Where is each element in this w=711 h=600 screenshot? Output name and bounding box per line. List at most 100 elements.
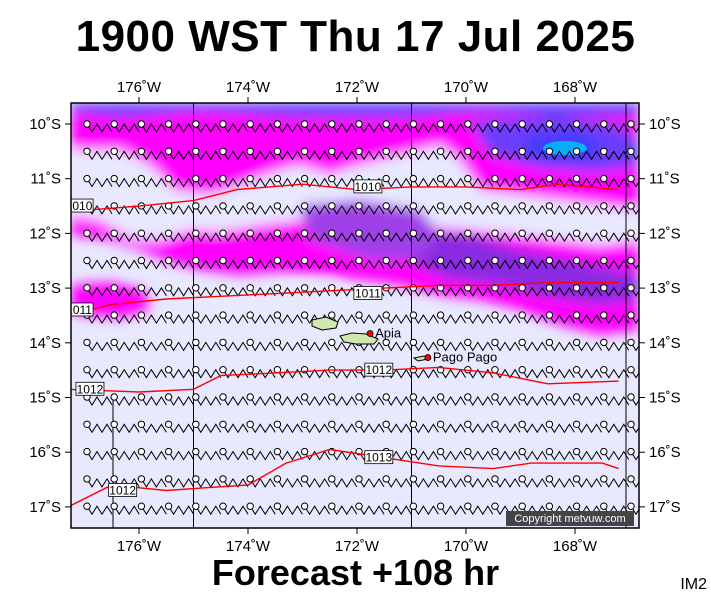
wind-barb	[192, 120, 222, 133]
lat-tick-label-left: 15˚S	[29, 390, 61, 407]
wind-barb	[246, 502, 276, 516]
wind-barb	[219, 174, 249, 188]
wind-barb	[600, 420, 630, 434]
wind-barb	[246, 229, 276, 243]
wind-barb	[219, 447, 249, 461]
lon-tick-label-top: 170˚W	[444, 79, 489, 96]
wind-barb	[572, 475, 603, 488]
isobar-value: 1011	[66, 303, 92, 317]
wind-barb	[409, 338, 439, 352]
wind-barb	[110, 147, 140, 161]
wind-barb	[83, 256, 113, 270]
wind-barb	[300, 502, 331, 516]
lat-tick-label-left: 12˚S	[29, 225, 61, 242]
map-frame	[70, 102, 640, 529]
copyright-text: Copyright metvuw.com	[514, 513, 625, 525]
wind-barb	[83, 475, 113, 488]
wind-barb	[464, 147, 494, 161]
wind-barb	[627, 366, 639, 379]
wind-barb	[464, 229, 494, 243]
wind-barb	[436, 202, 467, 215]
wind-barb	[110, 174, 140, 188]
wind-barb	[219, 338, 249, 352]
wind-barb	[491, 256, 521, 270]
place-layer: Apia Pago Pago	[366, 326, 497, 365]
wind-barb	[110, 338, 140, 352]
wind-barb	[192, 420, 222, 434]
wind-barb	[382, 502, 412, 516]
wind-barb	[600, 475, 630, 488]
wind-barb	[83, 338, 113, 352]
wind-barb	[518, 447, 548, 461]
wind-barb	[627, 311, 639, 325]
isobar-label: 1011	[353, 286, 383, 301]
copyright-box: Copyright metvuw.com	[506, 511, 634, 526]
wind-barb	[192, 256, 222, 270]
lat-tick-label-right: 17˚S	[649, 499, 681, 516]
lat-tick-label-right: 15˚S	[649, 390, 681, 407]
wind-barb	[627, 202, 639, 215]
place-dot	[424, 354, 432, 361]
wind-barb	[572, 447, 603, 461]
wind-barb	[137, 366, 167, 379]
wind-barb	[328, 229, 358, 243]
wind-barb	[164, 366, 195, 379]
wind-barb	[600, 256, 630, 270]
wind-barb	[164, 229, 195, 243]
wind-barb	[137, 393, 167, 406]
wind-barb	[273, 147, 303, 161]
wind-barb	[164, 256, 195, 270]
wind-barb	[83, 420, 113, 434]
isobar-line	[71, 281, 619, 316]
lat-tick-label-left: 11˚S	[30, 171, 61, 188]
wind-barb	[518, 338, 548, 352]
wind-barb	[545, 475, 575, 488]
isobar-value: 1010	[66, 199, 93, 213]
wind-barb	[627, 393, 639, 406]
place-name: Apia	[375, 326, 402, 341]
wind-barb	[110, 229, 140, 243]
wind-barb	[300, 256, 331, 270]
wind-barb	[273, 284, 303, 297]
wind-barb	[436, 174, 467, 188]
wind-barb	[137, 311, 167, 325]
wind-barb	[164, 147, 195, 161]
wind-barb	[464, 120, 494, 133]
wind-barb	[627, 256, 639, 270]
lat-tick-label-right: 14˚S	[649, 335, 681, 352]
lat-tick-label-right: 11˚S	[649, 171, 680, 188]
wind-barb	[246, 147, 276, 161]
wind-barb	[600, 284, 630, 297]
wind-barb	[192, 338, 222, 352]
wind-barb	[382, 202, 412, 215]
wind-barb	[219, 284, 249, 297]
wind-barb	[192, 475, 222, 488]
wind-barb	[627, 475, 639, 488]
wind-barb	[328, 475, 358, 488]
wind-barb	[382, 256, 412, 270]
wind-barb	[110, 256, 140, 270]
wind-barb	[464, 174, 494, 188]
axis-ticks: 176˚W 176˚W 174˚W 174˚W 172˚W 172˚W 170˚W 170˚W…	[29, 79, 680, 555]
wind-barb	[246, 338, 276, 352]
wind-barb	[110, 366, 140, 379]
wind-barb	[219, 502, 249, 516]
wind-barb	[192, 202, 222, 215]
wind-barb	[192, 393, 222, 406]
wind-barb	[164, 475, 195, 488]
wind-barb	[491, 366, 521, 379]
wind-barb	[491, 229, 521, 243]
wind-barb	[491, 147, 521, 161]
wind-barb	[436, 420, 467, 434]
wind-barb	[600, 366, 630, 379]
isobar-value: 1010	[355, 180, 382, 194]
wind-barb	[545, 256, 575, 270]
wind-barb	[572, 338, 603, 352]
wind-barb	[164, 338, 195, 352]
wind-barb	[137, 284, 167, 297]
map-title: 1900 WST Thu 17 Jul 2025	[75, 12, 636, 61]
wind-barb	[627, 174, 639, 188]
wind-barb	[464, 284, 494, 297]
wind-barb	[627, 284, 639, 297]
wind-barb	[219, 147, 249, 161]
